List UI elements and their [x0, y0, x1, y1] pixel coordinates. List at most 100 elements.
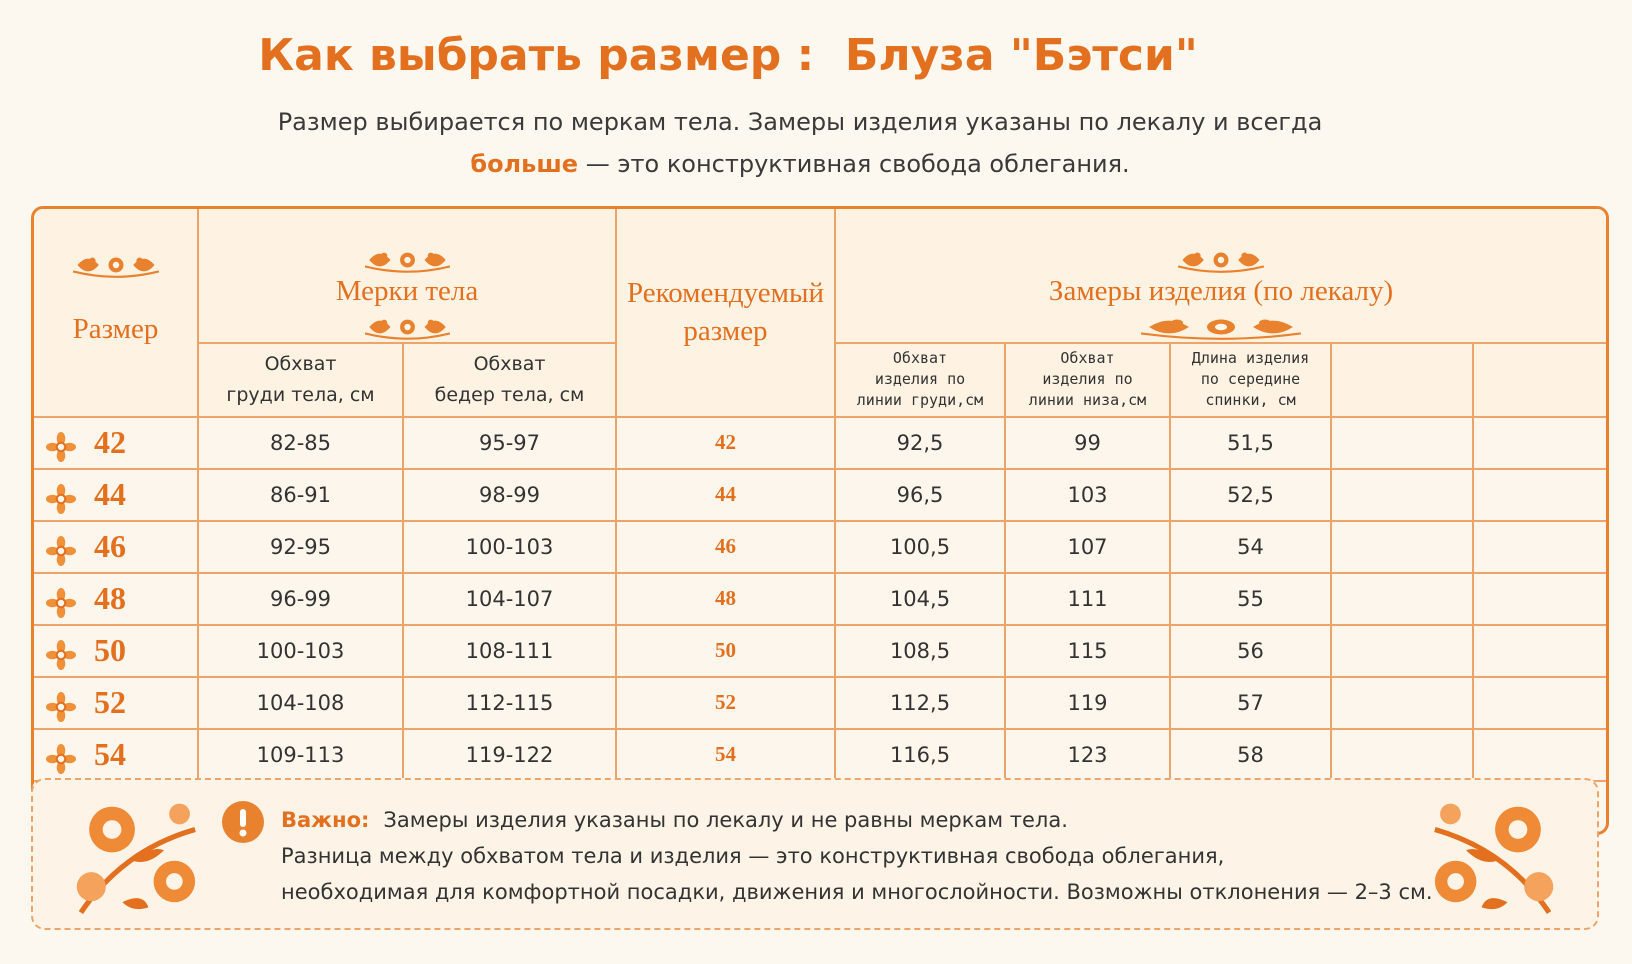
recommended-size: 52 [617, 677, 836, 730]
body-group-text: Мерки тела [335, 275, 479, 308]
table-cell: 92,5 [836, 417, 1006, 470]
empty-cell [1332, 677, 1474, 730]
empty-cell [1332, 573, 1474, 626]
table-cell: 95-97 [404, 417, 617, 470]
table-cell: 58 [1171, 729, 1332, 782]
table-cell: 112,5 [836, 677, 1006, 730]
ornament [363, 318, 451, 340]
table-cell: 108-111 [404, 625, 617, 678]
empty-cell [1332, 417, 1474, 470]
table-cell: 92-95 [199, 521, 404, 574]
size-cell: 50 [34, 625, 199, 678]
title: Как выбрать размер : Блуза "Бэтси" [258, 30, 1198, 81]
column-header: Обхват бедер тела, см [404, 343, 617, 418]
subtitle-rest: — это конструктивная свобода облегания. [585, 150, 1130, 178]
table-cell: 103 [1006, 469, 1171, 522]
empty-cell [1474, 522, 1607, 574]
size-table: Размер Мерки тела Рекомендуемый размер З… [31, 206, 1610, 835]
flower-icon [44, 690, 78, 723]
flower-icon [44, 430, 78, 463]
table-cell: 98-99 [404, 469, 617, 522]
table-cell: 99 [1006, 417, 1171, 470]
size-value: 42 [94, 423, 126, 460]
subtitle-bold: больше [470, 150, 579, 178]
ornament [363, 251, 451, 274]
table-cell: 109-113 [199, 729, 404, 782]
table-cell: 115 [1006, 625, 1171, 678]
recommended-size: 46 [617, 521, 836, 574]
table-cell: 111 [1006, 573, 1171, 626]
size-header: Размер [34, 209, 199, 418]
size-value: 50 [94, 631, 126, 668]
empty-cell [1474, 678, 1607, 730]
note-box: Важно: Замеры изделия указаны по лекалу и… [31, 778, 1599, 930]
table-cell: 107 [1006, 521, 1171, 574]
note-line: Замеры изделия указаны по лекалу и не ра… [383, 808, 1068, 832]
empty-header [1332, 343, 1474, 418]
table-cell: 54 [1171, 521, 1332, 574]
size-cell: 42 [34, 417, 199, 470]
empty-cell [1474, 730, 1607, 782]
recommended-size: 50 [617, 625, 836, 678]
column-header: Обхват изделия по линии низа,см [1006, 343, 1171, 418]
table-body: 42 82-85 95-97 42 92,5 99 51,5 44 86-91 98-99 44 96… [34, 417, 1607, 832]
empty-cell [1474, 470, 1607, 522]
table-cell: 104-107 [404, 573, 617, 626]
table-cell: 52,5 [1171, 469, 1332, 522]
size-header-text: Размер [72, 312, 159, 345]
table-cell: 119-122 [404, 729, 617, 782]
empty-cell [1332, 729, 1474, 782]
table-cell: 96-99 [199, 573, 404, 626]
size-value: 54 [94, 735, 126, 772]
size-cell: 46 [34, 521, 199, 574]
empty-cell [1474, 626, 1607, 678]
flower-icon [44, 742, 78, 775]
recommended-size: 42 [617, 417, 836, 470]
size-cell: 54 [34, 729, 199, 782]
table-cell: 116,5 [836, 729, 1006, 782]
note-label: Важно: [281, 808, 370, 832]
ornament [71, 255, 160, 278]
table-row: 48 96-99 104-107 48 104,5 111 55 [34, 573, 1607, 626]
table-row: 44 86-91 98-99 44 96,5 103 52,5 [34, 469, 1607, 522]
empty-cell [1332, 625, 1474, 678]
table-row: 52 104-108 112-115 52 112,5 119 57 [34, 677, 1607, 730]
body-group-header: Мерки тела [199, 209, 617, 344]
recommended-size: 44 [617, 469, 836, 522]
table-cell: 86-91 [199, 469, 404, 522]
size-cell: 44 [34, 469, 199, 522]
table-cell: 56 [1171, 625, 1332, 678]
column-header: Обхват груди тела, см [199, 343, 404, 418]
size-value: 46 [94, 527, 126, 564]
note-line: Разница между обхватом тела и изделия — … [281, 844, 1225, 868]
table-row: 54 109-113 119-122 54 116,5 123 58 [34, 729, 1607, 782]
flower-icon [44, 586, 78, 619]
column-header: Длина изделия по середине спинки, см [1171, 343, 1332, 418]
table-cell: 100,5 [836, 521, 1006, 574]
column-header: Обхват изделия по линии груди,см [836, 343, 1006, 418]
ornament [1177, 251, 1265, 274]
table-cell: 100-103 [199, 625, 404, 678]
size-cell: 48 [34, 573, 199, 626]
ornament [1139, 317, 1304, 341]
size-value: 44 [94, 475, 126, 512]
size-value: 48 [94, 579, 126, 616]
table-cell: 108,5 [836, 625, 1006, 678]
flower-icon [44, 482, 78, 515]
size-value: 52 [94, 683, 126, 720]
empty-cell [1332, 521, 1474, 574]
empty-cell [1332, 469, 1474, 522]
table-cell: 96,5 [836, 469, 1006, 522]
size-cell: 52 [34, 677, 199, 730]
table-cell: 104-108 [199, 677, 404, 730]
table-row: 46 92-95 100-103 46 100,5 107 54 [34, 521, 1607, 574]
table-cell: 112-115 [404, 677, 617, 730]
table-cell: 57 [1171, 677, 1332, 730]
empty-cell [1474, 574, 1607, 626]
floral-decoration [53, 788, 223, 923]
table-cell: 82-85 [199, 417, 404, 470]
subtitle-line: Размер выбирается по меркам тела. Замеры… [277, 108, 1323, 136]
table-cell: 119 [1006, 677, 1171, 730]
warning-icon [222, 801, 264, 843]
